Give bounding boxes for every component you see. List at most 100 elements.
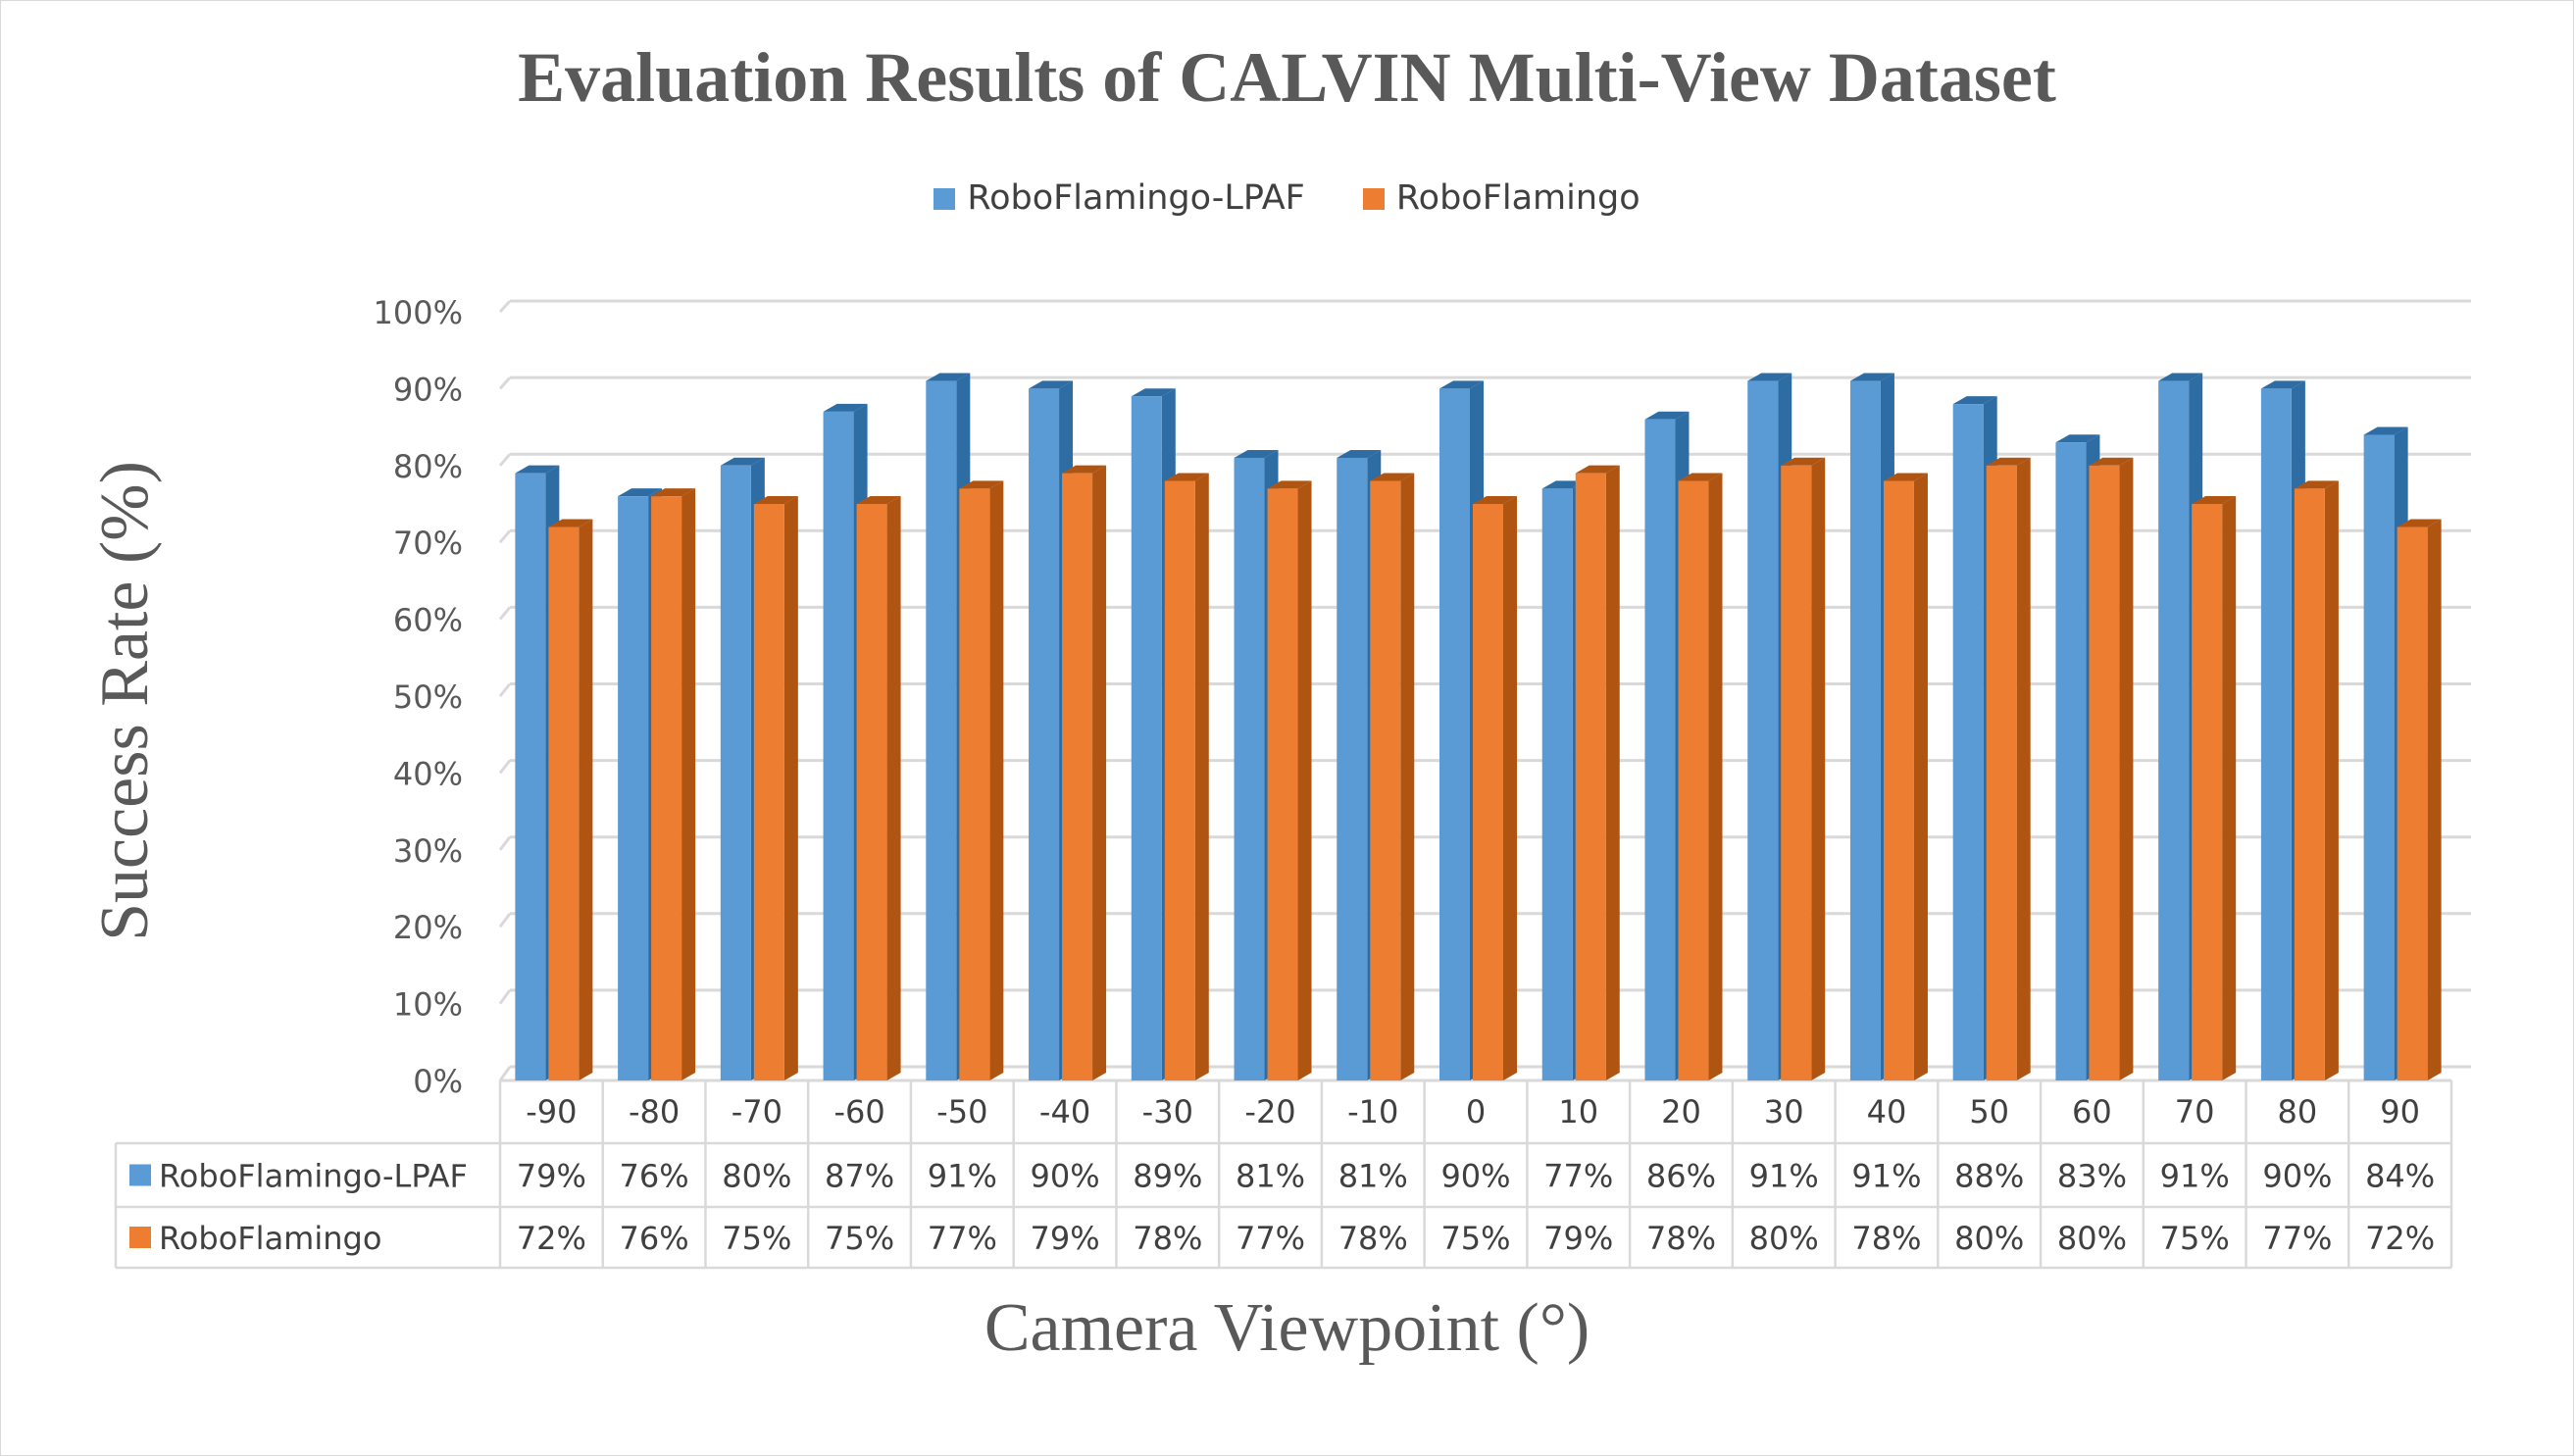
legend-item-series-1: RoboFlamingo-LPAF	[934, 178, 1305, 218]
y-tick-label: 100%	[374, 294, 463, 331]
bar	[1131, 396, 1162, 1080]
bar-side	[886, 496, 901, 1080]
x-tick-label: -20	[1244, 1093, 1295, 1130]
bar	[1439, 388, 1470, 1080]
x-tick-label: -60	[833, 1093, 884, 1130]
table-value: 80%	[1749, 1220, 1819, 1257]
bar	[2055, 442, 2087, 1080]
data-table: -90 -80 -70 -60 -50 -40 -30 -20 -10 0 10 20 30 40 50 60…	[114, 1080, 2453, 1270]
bar-side	[1913, 473, 1928, 1081]
bar-top	[856, 496, 901, 504]
bar	[856, 504, 887, 1080]
table-value: 91%	[2160, 1158, 2230, 1195]
bar-top	[2089, 457, 2134, 466]
bar-side	[1297, 480, 1312, 1080]
table-value: 76%	[620, 1220, 689, 1257]
table-value: 83%	[2057, 1158, 2127, 1195]
legend-item-series-2: RoboFlamingo	[1362, 178, 1640, 218]
x-tick-label: -50	[936, 1093, 987, 1130]
bar-side	[1092, 465, 1107, 1080]
bar-top	[1952, 396, 1997, 405]
table-value: 72%	[517, 1220, 586, 1257]
bar-top	[2397, 519, 2442, 527]
x-tick-label: -30	[1142, 1093, 1193, 1130]
bar-side	[2324, 480, 2339, 1080]
table-value: 80%	[722, 1158, 791, 1195]
gridline-depth	[498, 299, 512, 314]
bar-top	[1986, 457, 2031, 466]
bar	[1781, 465, 1812, 1080]
bar	[1541, 488, 1573, 1080]
table-value: 78%	[1851, 1220, 1921, 1257]
bar-top	[1029, 380, 1074, 389]
table-value: 88%	[1954, 1158, 2024, 1195]
bar-top	[1062, 465, 1107, 474]
bar	[515, 473, 546, 1080]
bar-top	[1883, 473, 1928, 481]
table-value: 76%	[620, 1158, 689, 1195]
legend-swatch-series-2	[1362, 188, 1385, 210]
bar	[1849, 380, 1881, 1080]
bar	[720, 465, 751, 1080]
legend-swatch-series-1	[934, 188, 956, 210]
table-value: 79%	[517, 1158, 586, 1195]
bar	[1678, 480, 1709, 1081]
gridline-depth	[498, 453, 512, 467]
table-value: 81%	[1236, 1158, 1305, 1195]
table-value: 90%	[1440, 1158, 1510, 1195]
bar	[2363, 434, 2395, 1080]
bar	[651, 496, 682, 1080]
bar-side	[783, 496, 798, 1080]
gridline-depth	[498, 377, 512, 390]
bar-top	[515, 465, 560, 474]
bar	[1473, 504, 1503, 1080]
bar-top	[651, 488, 696, 497]
x-tick-label: -80	[629, 1093, 680, 1130]
chart-title: Evaluation Results of CALVIN Multi-View …	[518, 38, 2056, 117]
x-tick-label: 10	[1558, 1093, 1598, 1130]
gridline-depth	[498, 529, 512, 544]
legend-label-series-1: RoboFlamingo-LPAF	[967, 178, 1305, 218]
bar-side	[1605, 465, 1620, 1080]
bar	[1062, 473, 1093, 1080]
table-value: 81%	[1338, 1158, 1408, 1195]
bar	[1337, 457, 1368, 1081]
y-tick-label: 90%	[393, 371, 463, 408]
bar-top	[1781, 457, 1826, 466]
table-value: 79%	[1030, 1220, 1099, 1257]
y-tick-label: 30%	[393, 832, 463, 870]
table-legend-key	[129, 1164, 151, 1186]
x-tick-label: 90	[2380, 1093, 2420, 1130]
legend-label-series-2: RoboFlamingo	[1395, 178, 1640, 218]
bar-side	[2427, 519, 2442, 1080]
bar-side	[1503, 496, 1517, 1080]
legend: RoboFlamingo-LPAF RoboFlamingo	[0, 178, 2574, 218]
x-axis-label: Camera Viewpoint (°)	[984, 1290, 1590, 1366]
bar-top	[1644, 411, 1690, 420]
bar-top	[1370, 473, 1415, 481]
y-tick-labels: 0% 10% 20% 30% 40% 50% 60% 70% 80% 90% 100%	[374, 294, 463, 1100]
bar-top	[618, 488, 663, 497]
bar	[2158, 380, 2190, 1080]
bar	[2089, 465, 2120, 1080]
bar	[1575, 473, 1606, 1080]
table-value: 91%	[928, 1158, 997, 1195]
bar	[618, 496, 649, 1080]
gridline-depth	[498, 606, 512, 621]
table-value: 80%	[2057, 1220, 2127, 1257]
bar	[1644, 419, 1676, 1080]
bar	[926, 380, 957, 1080]
x-tick-label: -90	[526, 1093, 577, 1130]
bar-side	[681, 488, 696, 1080]
x-tick-label: 20	[1661, 1093, 1701, 1130]
y-tick-label: 10%	[393, 986, 463, 1024]
table-value: 91%	[1851, 1158, 1921, 1195]
bar-top	[2158, 373, 2203, 381]
bar	[2397, 527, 2428, 1080]
bar-top	[548, 519, 593, 527]
bar-top	[2192, 496, 2237, 504]
table-value: 75%	[2160, 1220, 2230, 1257]
table-series-label: RoboFlamingo	[159, 1220, 381, 1257]
table-value: 90%	[1030, 1158, 1099, 1195]
